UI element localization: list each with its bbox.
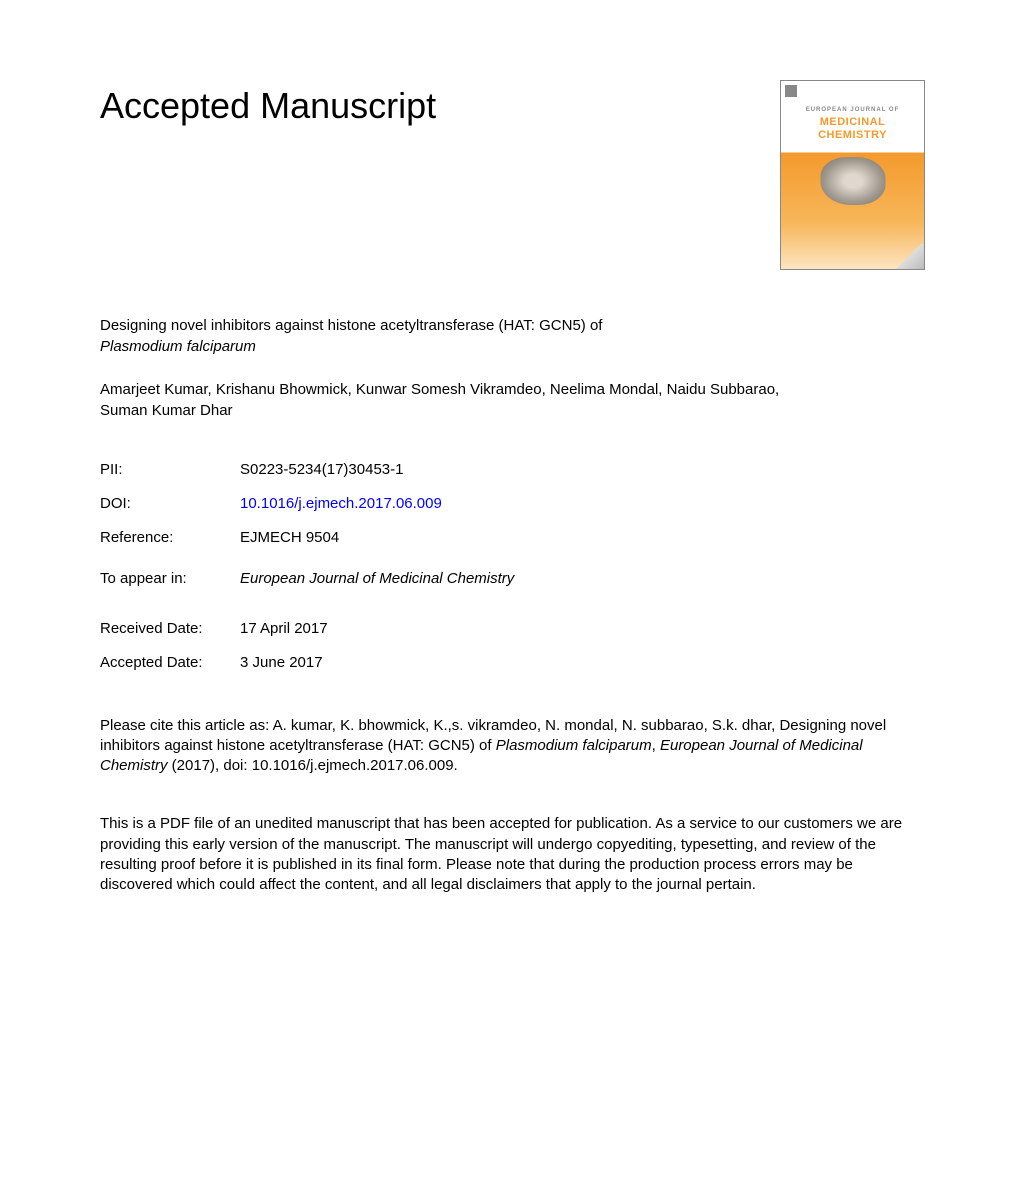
publisher-logo-icon bbox=[785, 85, 797, 97]
meta-row-reference: Reference: EJMECH 9504 bbox=[100, 527, 925, 549]
appear-value: European Journal of Medicinal Chemistry bbox=[240, 568, 514, 590]
received-label: Received Date: bbox=[100, 618, 240, 640]
citation-block: Please cite this article as: A. kumar, K… bbox=[100, 716, 900, 777]
disclaimer-text: This is a PDF file of an unedited manusc… bbox=[100, 814, 910, 895]
accepted-value: 3 June 2017 bbox=[240, 652, 323, 674]
article-title: Designing novel inhibitors against histo… bbox=[100, 315, 740, 357]
meta-row-received: Received Date: 17 April 2017 bbox=[100, 618, 925, 640]
meta-row-accepted: Accepted Date: 3 June 2017 bbox=[100, 652, 925, 674]
reference-label: Reference: bbox=[100, 527, 240, 549]
authors-list: Amarjeet Kumar, Krishanu Bhowmick, Kunwa… bbox=[100, 379, 800, 421]
molecule-graphic-icon bbox=[820, 157, 885, 205]
citation-species: Plasmodium falciparum bbox=[496, 737, 652, 754]
journal-cover-thumbnail: EUROPEAN JOURNAL OF MEDICINAL CHEMISTRY bbox=[780, 80, 925, 270]
metadata-table: PII: S0223-5234(17)30453-1 DOI: 10.1016/… bbox=[100, 459, 925, 674]
article-title-species: Plasmodium falciparum bbox=[100, 338, 256, 355]
received-value: 17 April 2017 bbox=[240, 618, 328, 640]
cover-journal-title: EUROPEAN JOURNAL OF MEDICINAL CHEMISTRY bbox=[781, 107, 924, 143]
cover-journal-line1: MEDICINAL bbox=[820, 116, 886, 128]
article-title-text: Designing novel inhibitors against histo… bbox=[100, 317, 602, 334]
cover-journal-line2: CHEMISTRY bbox=[818, 129, 887, 141]
cover-journal-super: EUROPEAN JOURNAL OF bbox=[781, 107, 924, 114]
accepted-label: Accepted Date: bbox=[100, 652, 240, 674]
doi-link[interactable]: 10.1016/j.ejmech.2017.06.009 bbox=[240, 493, 442, 515]
citation-mid: , bbox=[652, 737, 660, 754]
reference-value: EJMECH 9504 bbox=[240, 527, 339, 549]
meta-row-appear: To appear in: European Journal of Medici… bbox=[100, 568, 925, 590]
pii-label: PII: bbox=[100, 459, 240, 481]
meta-row-pii: PII: S0223-5234(17)30453-1 bbox=[100, 459, 925, 481]
appear-label: To appear in: bbox=[100, 568, 240, 590]
header-row: Accepted Manuscript EUROPEAN JOURNAL OF … bbox=[100, 85, 925, 270]
meta-row-doi: DOI: 10.1016/j.ejmech.2017.06.009 bbox=[100, 493, 925, 515]
page-curl-icon bbox=[894, 244, 924, 269]
page-title: Accepted Manuscript bbox=[100, 85, 436, 127]
pii-value: S0223-5234(17)30453-1 bbox=[240, 459, 403, 481]
citation-suffix: (2017), doi: 10.1016/j.ejmech.2017.06.00… bbox=[168, 757, 458, 774]
doi-label: DOI: bbox=[100, 493, 240, 515]
